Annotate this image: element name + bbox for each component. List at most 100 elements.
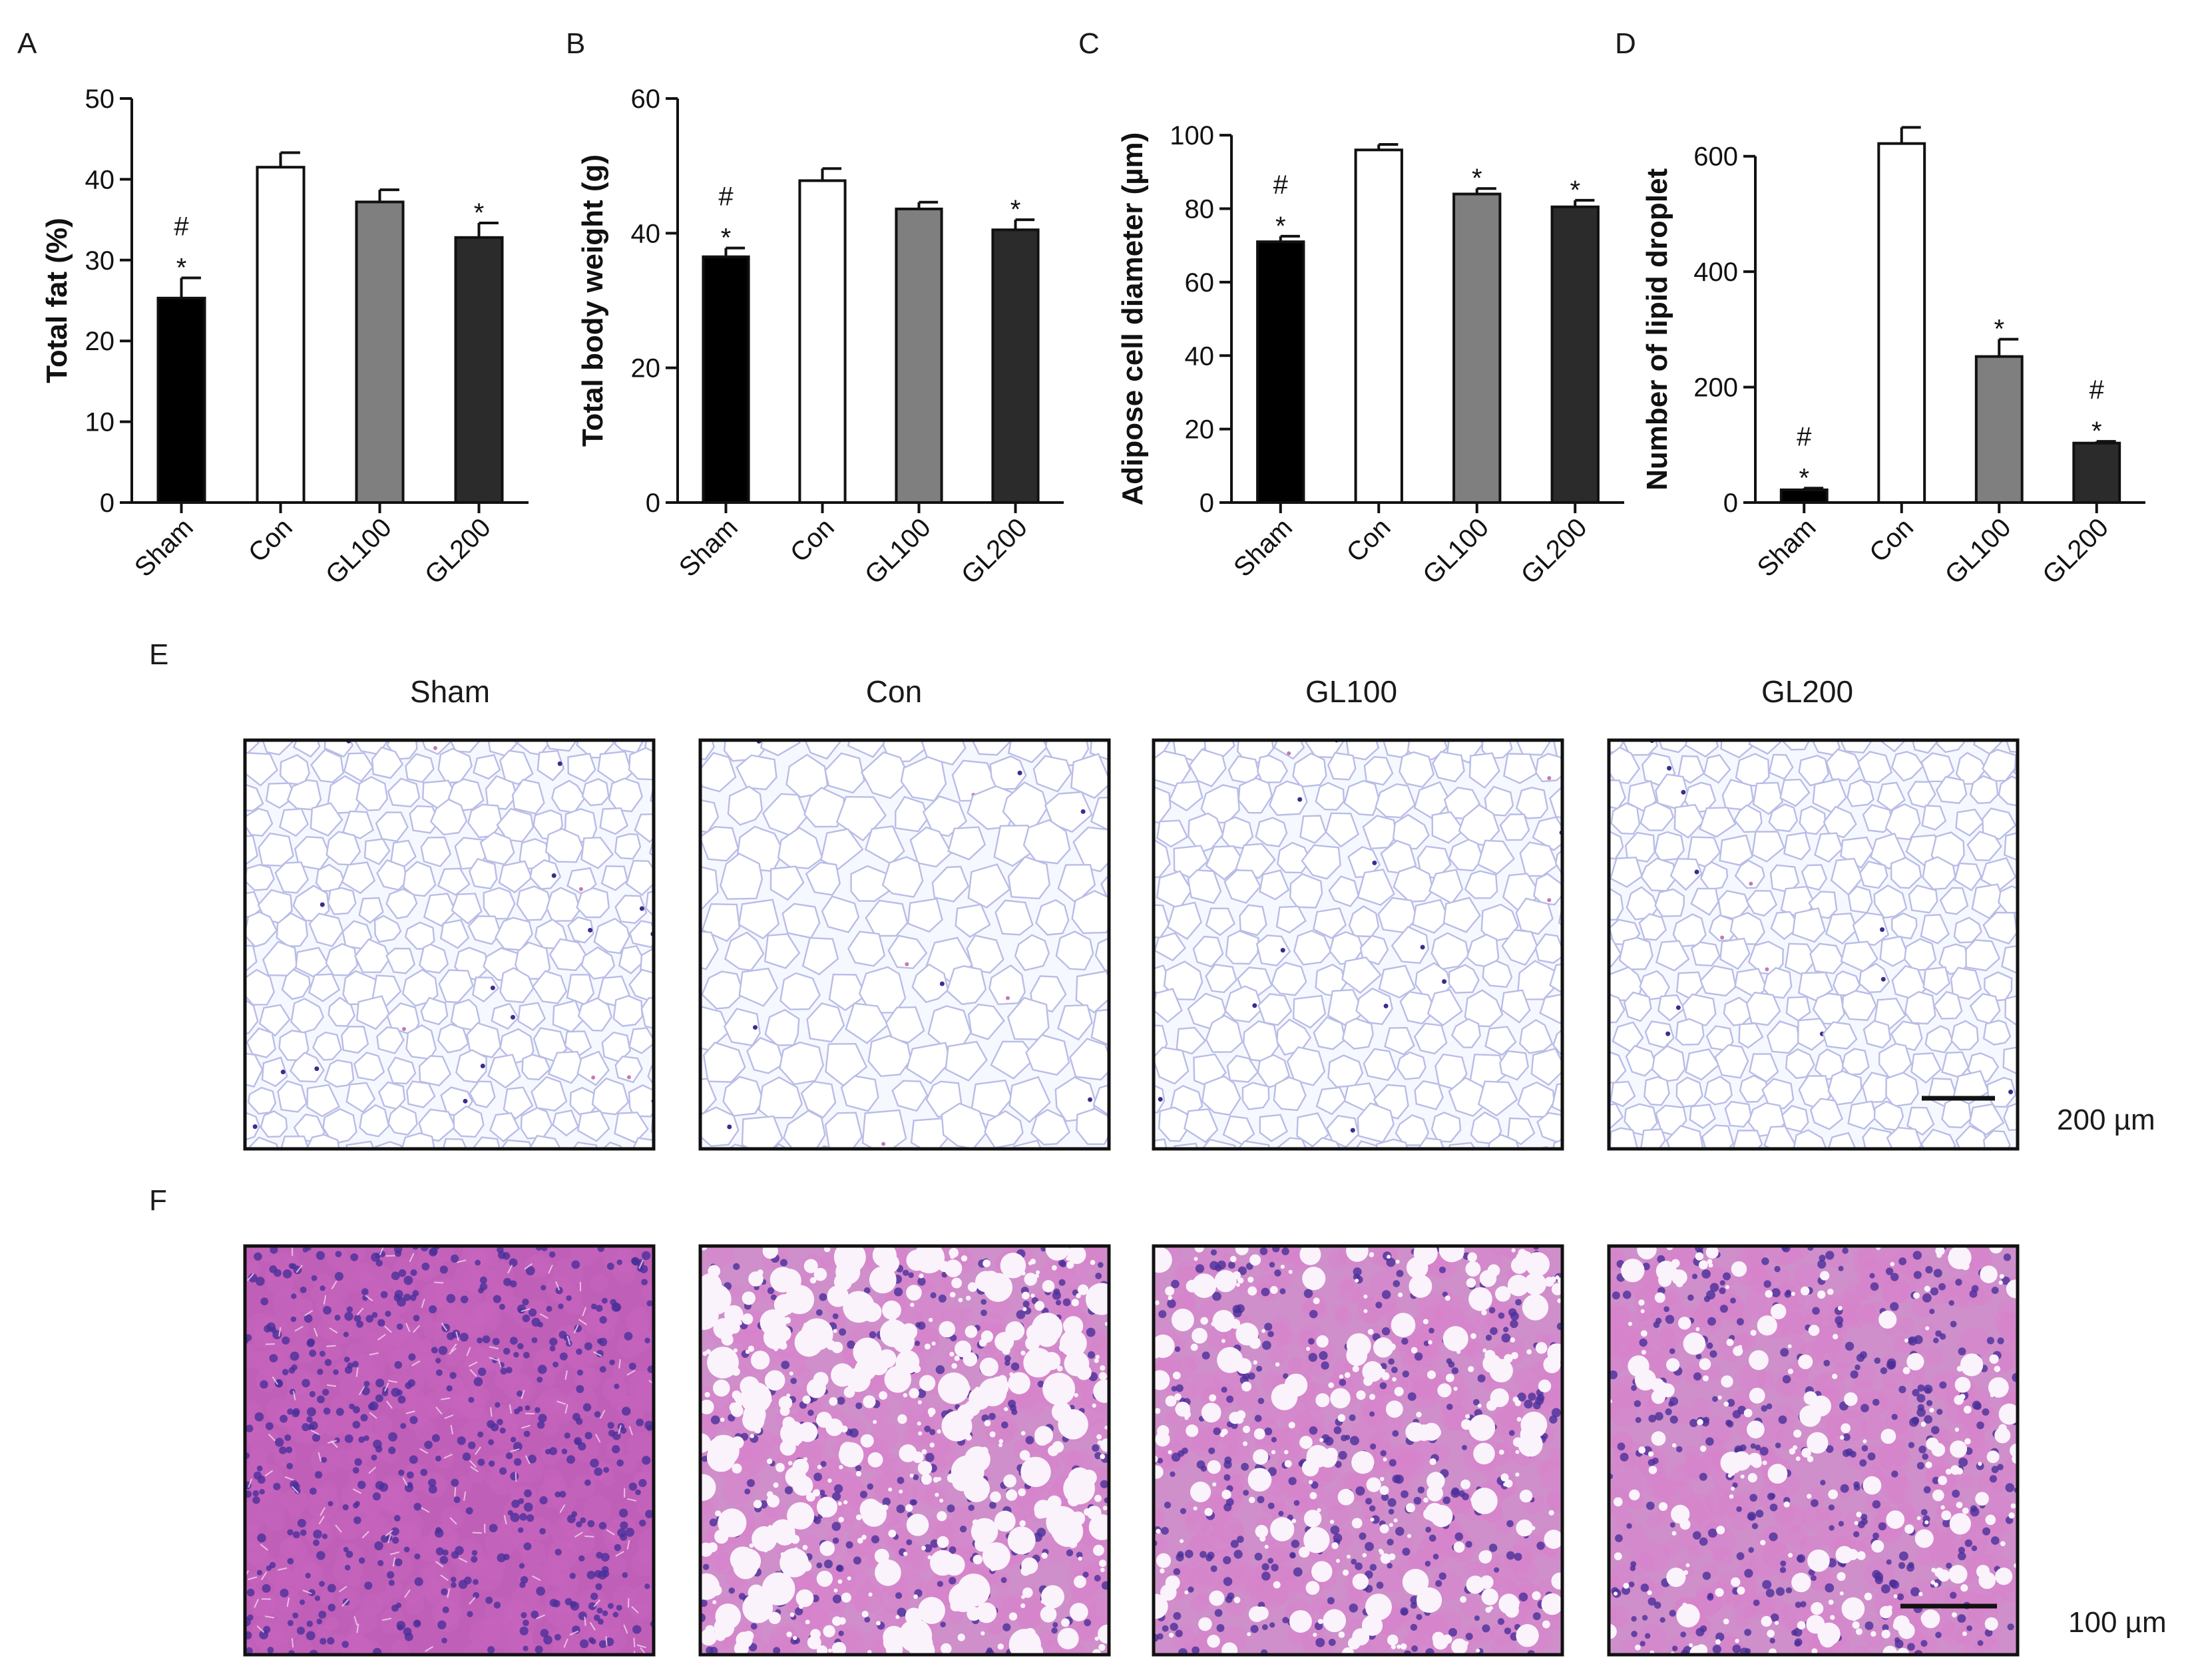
adipose-image-gl200 [1607,738,2020,1151]
significance-hash: # [1273,170,1289,200]
chart-adipose-cell-diameter: C 0 20 40 60 80 100 Adipose cell diameter (µm)… [1078,27,1624,590]
image-frame [698,738,1111,1151]
y-tick-label: 60 [631,85,661,114]
x-label-con: Con [785,513,840,568]
y-axis-title: Adipose cell diameter (µm) [1116,132,1149,506]
y-tick-label: 20 [85,327,115,356]
bar-con [1354,148,1403,505]
y-tick-label: 20 [1185,415,1215,445]
significance-star: * [2091,417,2102,446]
scale-label-f: 100 µm [2068,1606,2167,1639]
image-frame [1152,738,1564,1151]
y-tick-label: 0 [646,489,660,518]
bar-gl200 [2072,441,2121,504]
liver-image-gl200 [1607,1244,2020,1657]
significance-hash: # [1797,422,1812,451]
bar-gl100 [1974,355,2024,504]
y-tick-label: 30 [85,246,115,276]
x-label-sham: Sham [129,513,199,582]
y-tick-label: 0 [1723,489,1738,518]
significance-star: * [1799,463,1809,493]
x-label-con: Con [243,513,298,568]
panel-letter-c: C [1078,27,1100,60]
x-label-con: Con [1341,513,1397,568]
panel-f-liver-histology: F 100 µm [149,1184,2167,1657]
significance-star: * [721,224,732,253]
panel-letter-e: E [149,638,168,671]
bar-gl200 [454,236,504,504]
bar-con [1877,142,1926,504]
significance-star: * [1994,315,2004,344]
panel-letter-f: F [149,1184,167,1217]
adipose-image-gl100 [1152,738,1564,1151]
significance-star: * [1010,195,1021,224]
panel-letter-b: B [566,27,585,60]
image-frame [698,1244,1111,1657]
y-tick-label: 20 [631,354,661,383]
chart-total-fat: A 0 10 20 30 40 50 Total fat (%) * # Sham Con GL100… [17,27,529,590]
bar-gl100 [895,207,943,504]
bar-sham [702,255,750,504]
x-label-gl200: GL200 [419,513,497,590]
x-label-sham: Sham [1228,513,1298,582]
y-axis-title: Number of lipid droplet [1641,168,1673,491]
significance-hash: # [718,182,734,212]
y-tick-label: 10 [85,408,115,437]
x-label-con: Con [1864,513,1919,568]
y-tick-label: 600 [1693,142,1738,172]
y-axis-title: Total fat (%) [41,218,73,383]
y-tick-label: 80 [1185,195,1215,224]
x-label-sham: Sham [674,513,744,582]
bar-con [798,179,847,504]
panel-e-adipose-histology: E Sham Con GL100 GL200 200 µm [149,638,2155,1151]
x-label-gl100: GL100 [320,513,397,590]
x-label-gl100: GL100 [859,513,937,590]
y-tick-label: 50 [85,85,115,114]
image-frame [1607,1244,2020,1657]
y-tick-label: 200 [1693,373,1738,403]
bar-gl100 [1452,192,1502,504]
y-tick-label: 60 [1185,268,1215,298]
bar-gl200 [991,228,1040,504]
bar-gl200 [1550,205,1600,504]
liver-image-gl100 [1152,1244,1564,1657]
x-label-sham: Sham [1752,513,1822,582]
x-label-gl100: GL100 [1417,513,1494,590]
bar-sham [1256,240,1305,504]
y-axis-title: Total body weight (g) [576,154,609,447]
significance-hash: # [2089,375,2105,405]
y-tick-label: 40 [85,165,115,194]
adipose-image-sham [243,738,656,1151]
bar-con [256,166,306,504]
liver-image-sham [243,1244,656,1657]
column-title-sham: Sham [410,674,490,709]
x-label-gl200: GL200 [1516,513,1593,590]
bar-gl100 [355,200,405,504]
image-frame [243,738,656,1151]
scale-label-e: 200 µm [2057,1104,2155,1136]
column-title-gl100: GL100 [1305,674,1397,709]
y-tick-label: 100 [1170,121,1214,150]
significance-star: * [474,198,485,228]
adipose-image-con [698,738,1111,1151]
x-label-gl200: GL200 [956,513,1033,590]
column-title-gl200: GL200 [1761,674,1853,709]
image-frame [243,1244,656,1657]
y-tick-label: 400 [1693,258,1738,287]
significance-star: * [176,254,187,283]
image-frame [1152,1244,1564,1657]
x-label-gl200: GL200 [2037,513,2114,590]
y-tick-label: 40 [1185,341,1215,371]
panel-letter-a: A [17,27,37,60]
bar-sham [156,296,206,504]
column-title-con: Con [866,674,922,709]
significance-star: * [1275,212,1286,241]
panel-letter-d: D [1615,27,1636,60]
significance-hash: # [174,212,189,242]
chart-lipid-droplet-number: D 0 200 400 600 Number of lipid droplet * # Sha… [1615,27,2145,590]
significance-star: * [1570,176,1580,205]
liver-image-con [698,1244,1111,1657]
y-tick-label: 0 [1200,489,1214,518]
y-tick-label: 40 [631,219,661,248]
chart-total-body-weight: B 0 20 40 60 Total body weight (g) * # Sham Con G… [566,27,1064,590]
